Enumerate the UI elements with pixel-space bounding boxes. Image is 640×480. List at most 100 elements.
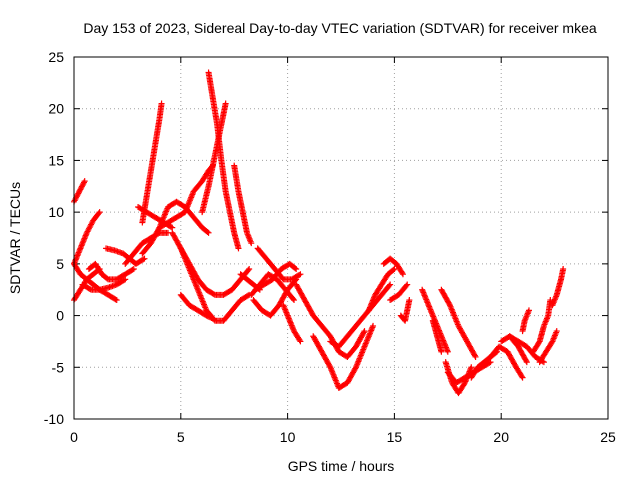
series-t30 xyxy=(387,281,411,304)
data-point xyxy=(487,359,494,366)
data-point xyxy=(86,285,93,292)
series-t17 xyxy=(205,69,242,252)
series-t27 xyxy=(327,281,394,350)
series-t33 xyxy=(438,286,479,360)
plot-frame xyxy=(73,56,609,420)
data-point xyxy=(122,276,129,283)
data-point xyxy=(290,295,297,302)
data-point xyxy=(141,255,148,262)
series-t01 xyxy=(71,178,88,205)
series-t06 xyxy=(85,260,137,283)
data-point xyxy=(81,178,88,185)
data-point xyxy=(468,364,475,371)
y-tick-label: -10 xyxy=(44,411,64,427)
chart-title: Day 153 of 2023, Sidereal Day-to-day VTE… xyxy=(83,20,596,36)
data-point xyxy=(130,266,137,273)
x-tick-label: 25 xyxy=(600,429,616,445)
y-tick-label: -5 xyxy=(52,359,65,375)
series-t23 xyxy=(252,260,300,293)
data-point xyxy=(523,357,530,364)
y-axis-label: SDTVAR / TECUs xyxy=(7,182,23,294)
data-point xyxy=(560,266,567,273)
data-point xyxy=(525,307,532,314)
data-point xyxy=(244,292,251,299)
data-point xyxy=(235,245,242,252)
series-t34 xyxy=(429,317,445,355)
data-point xyxy=(296,271,303,278)
series-t38 xyxy=(487,343,526,381)
data-point xyxy=(471,352,478,359)
data-point xyxy=(208,315,215,322)
x-tick-label: 5 xyxy=(177,429,185,445)
data-point xyxy=(518,373,525,380)
y-tick-label: 15 xyxy=(48,152,64,168)
data-point xyxy=(326,362,333,369)
data-point xyxy=(461,381,468,388)
x-tick-label: 15 xyxy=(387,429,403,445)
series-t24 xyxy=(280,302,304,345)
series-t02 xyxy=(71,209,103,267)
data-point xyxy=(246,266,253,273)
x-tick-label: 10 xyxy=(280,429,296,445)
data-point xyxy=(95,210,102,217)
data-point xyxy=(370,322,377,329)
data-point xyxy=(291,297,298,304)
data-point xyxy=(121,277,128,284)
data-point xyxy=(248,240,255,247)
data-point xyxy=(399,271,406,278)
data-point xyxy=(446,300,453,307)
data-point xyxy=(486,359,493,366)
x-tick-label: 20 xyxy=(493,429,509,445)
series-t26 xyxy=(310,322,377,391)
data-point xyxy=(297,271,304,278)
data-point xyxy=(158,100,165,107)
data-point xyxy=(292,265,299,272)
data-point xyxy=(169,224,176,231)
data-point xyxy=(293,266,300,273)
x-axis-label: GPS time / hours xyxy=(288,458,395,474)
data-point xyxy=(96,209,103,216)
data-point xyxy=(472,353,479,360)
series-t09 xyxy=(139,100,165,226)
data-point xyxy=(205,229,212,236)
data-point xyxy=(245,267,252,274)
series-t44 xyxy=(549,266,567,309)
series-t07 xyxy=(103,245,148,267)
data-point xyxy=(292,277,299,284)
series-t41 xyxy=(519,307,532,335)
data-point xyxy=(519,374,526,381)
series-t31 xyxy=(397,297,413,324)
data-point xyxy=(204,228,211,235)
data-point xyxy=(112,296,119,303)
series-t05 xyxy=(79,276,129,293)
data-series xyxy=(71,69,567,397)
data-point xyxy=(209,315,216,322)
data-point xyxy=(391,266,398,273)
y-tick-label: 0 xyxy=(56,308,64,324)
y-tick-label: 25 xyxy=(48,49,64,65)
series-t28 xyxy=(365,266,398,314)
series-t21 xyxy=(254,245,304,283)
data-point xyxy=(293,276,300,283)
data-point xyxy=(444,348,451,355)
data-point xyxy=(80,179,87,186)
data-point xyxy=(140,256,147,263)
data-point xyxy=(168,223,175,230)
data-point xyxy=(296,337,303,344)
data-point xyxy=(129,266,136,273)
x-tick-label: 0 xyxy=(70,429,78,445)
data-point xyxy=(360,329,367,336)
data-point xyxy=(547,297,554,304)
data-point xyxy=(523,359,530,366)
series-t11 xyxy=(139,198,212,257)
y-tick-label: 5 xyxy=(56,256,64,272)
series-t18 xyxy=(231,162,255,247)
data-point xyxy=(404,281,411,288)
data-point xyxy=(113,297,120,304)
data-point xyxy=(399,269,406,276)
y-tick-label: 20 xyxy=(48,101,64,117)
data-point xyxy=(297,338,304,345)
data-point xyxy=(553,328,560,335)
data-point xyxy=(403,282,410,289)
series-t15 xyxy=(177,291,216,322)
